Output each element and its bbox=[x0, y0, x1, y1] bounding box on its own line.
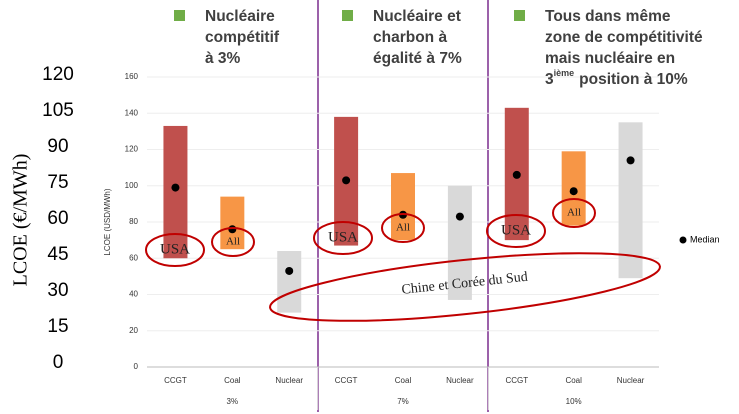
annotation-ellipse bbox=[552, 198, 596, 228]
x-tick-label: Coal bbox=[395, 376, 412, 385]
annotation-ellipse bbox=[313, 221, 373, 255]
y-axis-title: LCOE (USD/MWh) bbox=[103, 188, 112, 255]
header-text: Nucléaire et bbox=[373, 8, 461, 25]
bar bbox=[277, 251, 302, 313]
annotation-ellipse bbox=[145, 233, 205, 267]
x-tick-label: CCGT bbox=[164, 376, 187, 385]
x-tick-label: CCGT bbox=[505, 376, 528, 385]
group-label: 7% bbox=[397, 397, 409, 406]
header-text: Nucléaire bbox=[205, 8, 275, 25]
bar bbox=[391, 173, 415, 241]
y-tick-label: 160 bbox=[125, 72, 139, 81]
y-tick-label: 20 bbox=[129, 326, 138, 335]
annotation-ellipse bbox=[486, 214, 546, 248]
y-tick-label: 120 bbox=[125, 145, 139, 154]
header-text: 3ième position à 10% bbox=[545, 68, 688, 88]
median-dot bbox=[569, 187, 578, 196]
median-dot bbox=[626, 156, 635, 165]
header-icon bbox=[174, 10, 185, 21]
header-text: zone de compétitivité bbox=[545, 29, 703, 46]
annotation-text: All bbox=[396, 222, 410, 234]
y2-axis-title: LCOE (€/MWh) bbox=[10, 154, 32, 287]
y-tick-label: 80 bbox=[129, 217, 138, 226]
y2-tick-label: 105 bbox=[42, 100, 74, 121]
median-dot bbox=[512, 170, 521, 179]
y-tick-label: 40 bbox=[129, 290, 138, 299]
y2-tick-label: 60 bbox=[47, 208, 68, 229]
y2-tick-label: 45 bbox=[47, 244, 68, 265]
header-text: charbon à bbox=[373, 29, 447, 46]
y2-tick-label: 15 bbox=[47, 316, 68, 337]
header-superscript: ième bbox=[554, 68, 575, 78]
annotation-text: USA bbox=[501, 222, 531, 238]
annotation-ellipse bbox=[381, 213, 425, 243]
bar bbox=[163, 125, 188, 259]
bar bbox=[220, 196, 245, 250]
x-tick-label: Coal bbox=[565, 376, 582, 385]
x-tick-label: Nuclear bbox=[275, 376, 303, 385]
header-text: compétitif bbox=[205, 29, 280, 46]
group-label: 10% bbox=[566, 397, 582, 406]
median-dot bbox=[455, 212, 464, 221]
y2-tick-label: 30 bbox=[47, 280, 68, 301]
median-dot bbox=[285, 266, 294, 275]
y-tick-label: 140 bbox=[125, 108, 139, 117]
legend-marker bbox=[679, 236, 687, 244]
header-text: à 3% bbox=[205, 50, 241, 67]
header-text-part: 3 bbox=[545, 71, 554, 88]
annotation-ellipse bbox=[211, 227, 255, 257]
median-dot bbox=[171, 183, 180, 192]
y2-tick-label: 0 bbox=[53, 352, 64, 373]
x-tick-label: Coal bbox=[224, 376, 241, 385]
x-tick-label: Nuclear bbox=[446, 376, 474, 385]
bar bbox=[447, 185, 472, 300]
header-text: mais nucléaire en bbox=[545, 50, 675, 67]
y-tick-label: 0 bbox=[134, 362, 139, 371]
legend-label: Median bbox=[690, 234, 720, 244]
header-icon bbox=[514, 10, 525, 21]
median-dot bbox=[342, 176, 351, 185]
median-dot bbox=[228, 225, 237, 234]
annotation-text: All bbox=[567, 207, 581, 219]
group-label: 3% bbox=[227, 397, 239, 406]
bar bbox=[618, 122, 643, 279]
x-tick-label: Nuclear bbox=[617, 376, 645, 385]
annotation-text: USA bbox=[160, 241, 190, 257]
y2-tick-label: 120 bbox=[42, 64, 74, 85]
annotation-ellipse bbox=[269, 252, 661, 322]
y-tick-label: 60 bbox=[129, 253, 138, 262]
y-tick-label: 100 bbox=[125, 181, 139, 190]
header-text-part: position à 10% bbox=[579, 71, 688, 88]
header-text: Tous dans même bbox=[545, 8, 671, 25]
header-icon bbox=[342, 10, 353, 21]
y2-tick-label: 90 bbox=[47, 136, 68, 157]
x-tick-label: CCGT bbox=[335, 376, 358, 385]
header-text: égalité à 7% bbox=[373, 50, 462, 67]
annotation-text: All bbox=[226, 236, 240, 248]
y2-tick-label: 75 bbox=[47, 172, 68, 193]
annotation-text: USA bbox=[328, 229, 358, 245]
